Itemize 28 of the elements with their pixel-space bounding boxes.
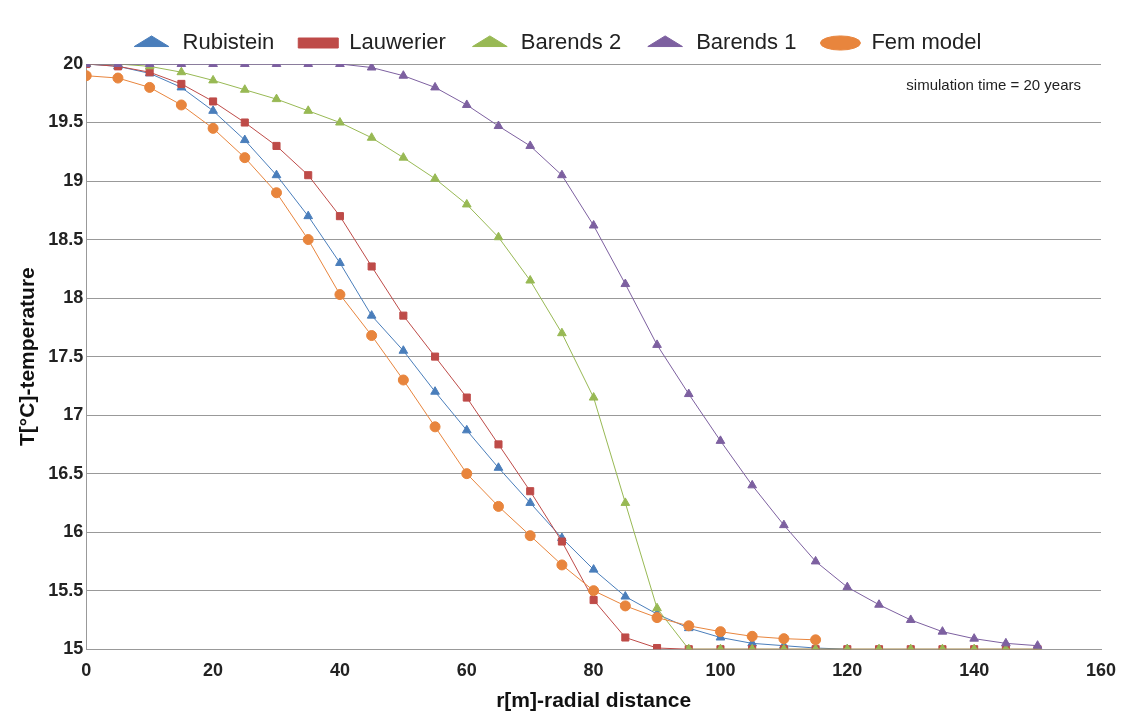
x-tick-label: 120 bbox=[832, 659, 863, 680]
y-tick-label: 19.5 bbox=[48, 111, 84, 132]
annotation: simulation time = 20 years bbox=[906, 75, 1081, 93]
y-tick-label: 16 bbox=[63, 521, 84, 542]
x-tick-label: 140 bbox=[959, 659, 990, 680]
legend-label: Rubistein bbox=[182, 29, 275, 55]
y-tick-label: 19 bbox=[63, 170, 84, 191]
y-tick-label: 18.5 bbox=[48, 228, 84, 249]
x-tick-label: 40 bbox=[329, 659, 350, 680]
y-tick-label: 18 bbox=[63, 287, 84, 308]
x-tick-label: 160 bbox=[1085, 659, 1117, 680]
y-tick-label: 15 bbox=[63, 638, 84, 659]
x-tick-label: 20 bbox=[203, 659, 224, 680]
legend-label: Barends 2 bbox=[520, 29, 622, 55]
y-tick-label: 17 bbox=[63, 404, 84, 425]
x-tick-label: 60 bbox=[456, 659, 477, 680]
y-axis-title: T[°C]-temperature bbox=[15, 267, 39, 446]
y-tick-label: 17.5 bbox=[48, 345, 84, 366]
y-tick-label: 16.5 bbox=[48, 462, 84, 483]
x-axis-title: r[m]-radial distance bbox=[496, 688, 692, 712]
legend-label: Lauwerier bbox=[349, 29, 446, 55]
legend-label: Fem model bbox=[871, 29, 982, 55]
x-tick-label: 0 bbox=[81, 659, 92, 680]
legend-label: Barends 1 bbox=[696, 29, 797, 55]
y-tick-label: 15.5 bbox=[48, 579, 84, 600]
x-tick-label: 100 bbox=[705, 659, 736, 680]
x-tick-label: 80 bbox=[583, 659, 604, 680]
y-tick-label: 20 bbox=[63, 52, 84, 73]
